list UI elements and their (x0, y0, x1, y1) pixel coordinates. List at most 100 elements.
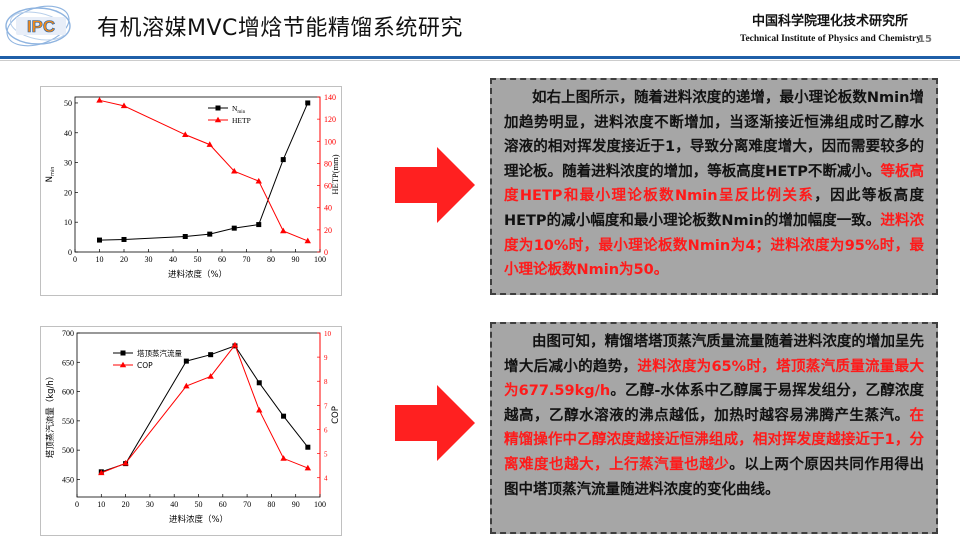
legend-marker (214, 116, 222, 123)
y-right-tick-label: 120 (324, 115, 336, 124)
x-tick-label: 10 (97, 500, 105, 509)
y-right-tick-label: 100 (324, 137, 336, 146)
data-point (231, 225, 237, 231)
y-left-axis-label: 塔顶蒸汽流量（kg/h） (45, 372, 56, 459)
y-right-tick-label: 7 (324, 402, 328, 410)
institute-name-en: Technical Institute of Physics and Chemi… (740, 34, 921, 44)
legend-entry: HETP (208, 116, 251, 125)
legend-label: COP (137, 361, 153, 370)
y-left-tick-label: 550 (62, 417, 74, 426)
y-left-tick-label: 600 (62, 388, 74, 397)
y-left-tick-label: 700 (62, 329, 74, 338)
y-left-tick-label: 40 (64, 129, 72, 138)
data-point (256, 380, 262, 386)
x-tick-label: 10 (96, 255, 104, 264)
data-point (280, 157, 286, 163)
text-highlight: 在精馏操作中乙醇浓度越接近恒沸组成，相对挥发度越接近于1，分离难度也越大，上行蒸… (504, 407, 924, 473)
data-point (122, 459, 129, 466)
x-tick-label: 100 (314, 500, 326, 509)
right-arrow-icon (395, 147, 475, 223)
y-left-tick-label: 450 (62, 475, 74, 484)
data-point (96, 97, 103, 103)
y-right-tick-label: 140 (324, 93, 336, 102)
data-point (280, 455, 287, 461)
y-right-tick-label: 8 (324, 378, 328, 386)
series-line (99, 102, 309, 241)
x-tick-label: 40 (170, 500, 178, 509)
data-point (281, 413, 287, 419)
legend-marker (120, 350, 126, 356)
data-point (98, 469, 105, 476)
x-axis-label: 进料浓度（%） (168, 269, 227, 280)
y-left-tick-label: 0 (68, 248, 72, 257)
text-highlight: 进料浓度为10%时，最小理论板数Nmin为4；进料浓度为95%时，最小理论板数N… (504, 212, 925, 279)
data-point (305, 100, 311, 106)
data-point (304, 464, 312, 471)
y-left-axis-label: Nmin (45, 167, 56, 183)
data-point (256, 406, 263, 413)
text-normal: ，因此等板高度HETP的减小幅度和最小理论板数Nmin的增加幅度一致。 (504, 188, 924, 229)
x-tick-label: 20 (122, 500, 130, 509)
y-right-tick-label: 80 (324, 159, 332, 168)
text-normal: 由图可知，精馏塔塔顶蒸汽质量流量随着进料浓度的增加呈先增大后减小的趋势， (504, 334, 924, 375)
x-tick-label: 20 (120, 255, 128, 264)
text-normal: 如右上图所示，随着进料浓度的递增，最小理论板数Nmin增加趋势明显，进料浓度不断… (504, 90, 924, 180)
y-right-tick-label: 4 (324, 475, 328, 483)
data-point (255, 177, 262, 184)
y-right-axis-label: COP (331, 406, 341, 424)
ipc-logo: IPC (5, 5, 71, 47)
data-point (207, 373, 214, 379)
legend-entry: COP (113, 361, 153, 370)
x-tick-label: 70 (243, 500, 251, 509)
y-left-tick-label: 650 (62, 358, 74, 367)
data-point (183, 382, 190, 389)
y-right-tick-label: 60 (324, 182, 332, 191)
y-right-axis-label: HETP(mm) (330, 154, 340, 194)
data-point (120, 102, 128, 109)
chart-vapor-cop-plot: 0 10 20 30 40 50 60 70 80 90 100 450 500 550 600 650 700… (45, 329, 341, 525)
legend-marker (215, 105, 221, 111)
x-tick-label: 30 (146, 500, 154, 509)
x-tick-label: 40 (169, 255, 177, 264)
header-rule-thin (0, 60, 960, 61)
chart-nmin-hetp-plot: 0 10 20 30 40 50 60 70 80 90 100010203040500204060… (45, 93, 340, 280)
data-point (207, 231, 213, 237)
y-right-tick-label: 10 (324, 330, 332, 338)
y-right-tick-label: 6 (324, 426, 328, 434)
data-point (208, 352, 214, 358)
legend-entry: Nmin (208, 104, 246, 115)
y-right-tick-label: 9 (324, 354, 328, 362)
data-point (182, 234, 188, 239)
institute-name-cn: 中国科学院理化技术研究所 (752, 14, 909, 29)
data-point (256, 222, 262, 228)
series-1 (98, 341, 312, 476)
x-tick-label: 80 (267, 500, 275, 509)
analysis-paragraph: 如右上图所示，随着进料浓度的递增，最小理论板数Nmin增加趋势明显，进料浓度不断… (504, 86, 924, 283)
text-normal: 。乙醇-水体系中乙醇属于易挥发组分，乙醇浓度越高，乙醇水溶液的沸点越低，加热时越… (504, 383, 924, 424)
page-title: 有机溶媒MVC增焓节能精馏系统研究 (97, 16, 463, 41)
data-point (121, 236, 127, 242)
data-point (280, 227, 287, 234)
x-tick-label: 60 (219, 500, 227, 509)
y-left-tick-label: 20 (64, 188, 72, 197)
x-tick-label: 90 (292, 500, 300, 509)
y-right-tick-label: 20 (324, 226, 332, 235)
analysis-textbox-vapor-flow: 由图可知，精馏塔塔顶蒸汽质量流量随着进料浓度的增加呈先增大后减小的趋势，进料浓度… (490, 322, 938, 534)
analysis-textbox-nmin-hetp: 如右上图所示，随着进料浓度的递增，最小理论板数Nmin增加趋势明显，进料浓度不断… (490, 78, 938, 295)
legend-label: Nmin (232, 104, 246, 115)
data-point (97, 237, 102, 243)
x-tick-label: 90 (292, 255, 300, 264)
header-rule (0, 56, 960, 59)
y-right-tick-label: 0 (324, 248, 328, 257)
logo-text: IPC (27, 17, 55, 36)
data-point (231, 167, 238, 174)
series-line (101, 345, 309, 473)
data-point (231, 341, 239, 348)
page-number: 15 (918, 34, 932, 45)
series-0 (97, 100, 311, 243)
x-tick-label: 0 (75, 500, 79, 509)
legend-marker (119, 361, 127, 368)
y-left-tick-label: 500 (62, 446, 74, 455)
text-highlight: 进料浓度为65%时，塔顶蒸汽质量流量最大为677.59kg/h (504, 358, 924, 400)
text-highlight: 等板高度HETP和最小理论板数Nmin呈反比例关系 (504, 163, 925, 205)
